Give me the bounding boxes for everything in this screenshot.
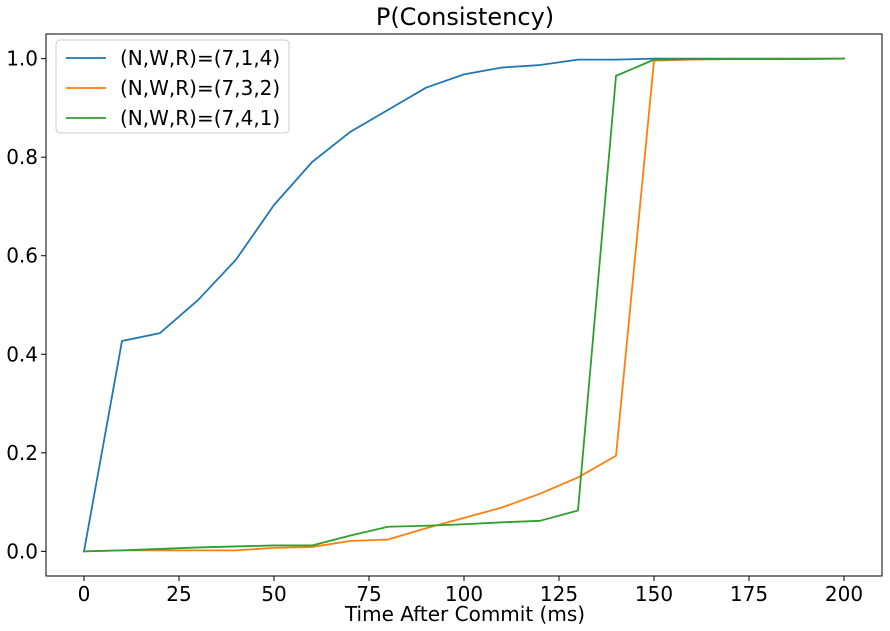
x-tick-label: 125 xyxy=(540,582,578,606)
legend-box xyxy=(55,39,290,134)
x-axis: 0 25 50 75 100 125 150 175 200 xyxy=(78,576,863,606)
x-tick-label: 50 xyxy=(261,582,286,606)
x-tick-label: 150 xyxy=(635,582,673,606)
y-tick-label: 0.8 xyxy=(6,145,38,169)
series-line-3 xyxy=(83,57,845,553)
legend-entry-1: (N,W,R)=(7,1,4) xyxy=(120,46,280,70)
y-tick-label: 0.2 xyxy=(6,441,38,465)
x-tick-label: 75 xyxy=(356,582,381,606)
y-axis: 0.0 0.2 0.4 0.6 0.8 1.0 xyxy=(6,47,46,563)
x-tick-label: 100 xyxy=(445,582,483,606)
legend-entry-3: (N,W,R)=(7,4,1) xyxy=(120,106,280,130)
y-tick-label: 0.4 xyxy=(6,342,38,366)
chart-title: P(Consistency) xyxy=(376,3,554,31)
x-tick-label: 0 xyxy=(78,582,91,606)
legend: (N,W,R)=(7,1,4) (N,W,R)=(7,3,2) (N,W,R)=(7… xyxy=(55,39,290,134)
y-tick-label: 1.0 xyxy=(6,47,38,71)
legend-entry-2: (N,W,R)=(7,3,2) xyxy=(120,76,280,100)
x-tick-label: 175 xyxy=(730,582,768,606)
y-tick-label: 0.6 xyxy=(6,244,38,268)
x-tick-label: 200 xyxy=(825,582,863,606)
plot-area xyxy=(45,33,883,577)
x-axis-label: Time After Commit (ms) xyxy=(344,602,585,626)
y-tick-label: 0.0 xyxy=(6,539,38,563)
x-tick-label: 25 xyxy=(166,582,191,606)
